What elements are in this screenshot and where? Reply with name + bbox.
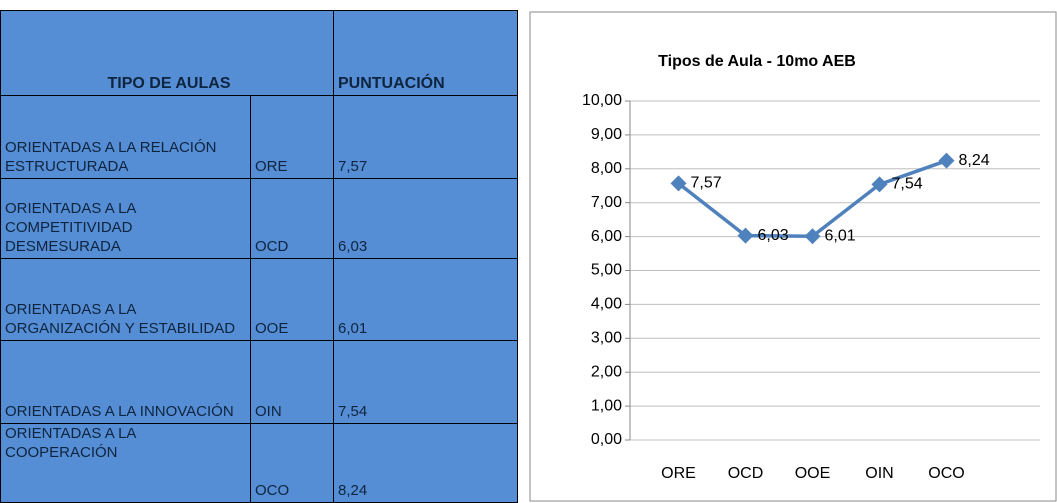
table-cell: ORIENTADAS A LA RELACIÓN ESTRUCTURADA (0, 95, 251, 179)
x-tick-label: OCO (928, 465, 964, 482)
header-cell: TIPO DE AULAS (0, 10, 334, 96)
header-row: TIPO DE AULAS PUNTUACIÓN (0, 10, 518, 96)
table-cell: OCO (250, 423, 334, 503)
marker (737, 227, 754, 244)
chart-frame (529, 11, 1057, 502)
data-label: 7,57 (691, 175, 722, 192)
table-cell: ORIENTADAS A LA COOPERACIÓN (0, 423, 251, 503)
y-tick-label: 8,00 (591, 160, 622, 177)
table-cell: ORIENTADAS A LA COMPETITIVIDAD DESMESURA… (0, 178, 251, 259)
marker (670, 175, 687, 192)
table-cell: OIN (250, 340, 334, 424)
marker (938, 152, 955, 169)
table-cell: 7,57 (333, 95, 518, 179)
y-tick-label: 0,00 (591, 431, 622, 448)
y-tick-label: 2,00 (591, 363, 622, 380)
chart-title: Tipos de Aula - 10mo AEB (658, 53, 856, 70)
x-tick-label: ORE (661, 465, 696, 482)
data-label: 8,24 (959, 152, 990, 169)
y-tick-label: 9,00 (591, 126, 622, 143)
table-row: ORIENTADAS A LA ORGANIZACIÓN Y ESTABILID… (0, 258, 518, 341)
table-cell: 6,03 (333, 178, 518, 259)
score-table: TIPO DE AULAS PUNTUACIÓN ORIENTADAS A LA… (0, 10, 518, 503)
y-tick-label: 7,00 (591, 194, 622, 211)
x-tick-label: OOE (795, 465, 831, 482)
data-label: 7,54 (892, 176, 923, 193)
table-cell: ORIENTADAS A LA INNOVACIÓN (0, 340, 251, 424)
table-row: ORIENTADAS A LA COOPERACIÓN OCO 8,24 (0, 423, 518, 503)
y-tick-label: 6,00 (591, 228, 622, 245)
table-row: ORIENTADAS A LA INNOVACIÓN OIN 7,54 (0, 340, 518, 424)
table-cell: 6,01 (333, 258, 518, 341)
data-label: 6,01 (825, 227, 856, 244)
table-row: ORIENTADAS A LA RELACIÓN ESTRUCTURADA ORE… (0, 95, 518, 179)
y-tick-label: 1,00 (591, 397, 622, 414)
marker (871, 176, 888, 193)
x-tick-label: OIN (865, 465, 893, 482)
table-cell: ORE (250, 95, 334, 179)
y-tick-label: 10,00 (582, 92, 622, 109)
y-tick-label: 3,00 (591, 330, 622, 347)
table-cell: 7,54 (333, 340, 518, 424)
marker (804, 228, 821, 245)
data-label: 6,03 (758, 227, 789, 244)
table-row: ORIENTADAS A LA COMPETITIVIDAD DESMESURA… (0, 178, 518, 259)
header-cell: PUNTUACIÓN (333, 10, 518, 96)
table-cell: ORIENTADAS A LA ORGANIZACIÓN Y ESTABILID… (0, 258, 251, 341)
y-tick-label: 5,00 (591, 262, 622, 279)
y-tick-label: 4,00 (591, 296, 622, 313)
x-tick-label: OCD (728, 465, 764, 482)
